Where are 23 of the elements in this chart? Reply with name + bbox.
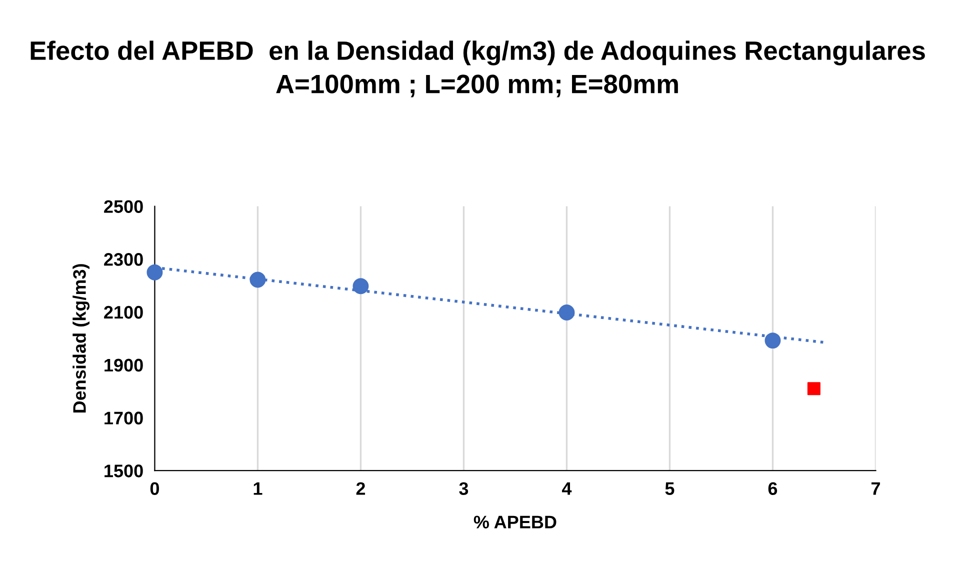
x-tick-label: 0 (150, 482, 159, 495)
chart-title: Efecto del APEBD en la Densidad (kg/m3) de Adoquines Rectangulares A=100mm ; L=200 mm; E=80mm (30, 40, 925, 98)
y-axis-title: Densidad (kg/m3) (72, 264, 90, 412)
y-tick-label: 1900 (104, 358, 143, 372)
point (352, 278, 369, 294)
x-tick-label: 5 (665, 482, 674, 495)
x-tick-label: 2 (356, 482, 366, 495)
point (807, 382, 820, 396)
point (764, 332, 781, 349)
x-tick-label: 3 (459, 482, 468, 496)
point (558, 304, 575, 321)
y-tick-label: 1500 (104, 464, 143, 478)
y-tick-label: 2300 (104, 253, 143, 266)
x-tick-label: 6 (768, 482, 778, 495)
x-tick-label: 7 (871, 482, 880, 495)
y-tick-label: 1700 (104, 412, 143, 424)
x-axis-title: % APEBD (474, 516, 556, 528)
y-tick-label: 2100 (104, 306, 143, 319)
x-tick-label: 4 (562, 482, 572, 495)
y-tick-label: 2500 (104, 200, 143, 213)
point (250, 272, 266, 288)
x-tick-label: 1 (254, 482, 262, 495)
point (146, 264, 163, 280)
